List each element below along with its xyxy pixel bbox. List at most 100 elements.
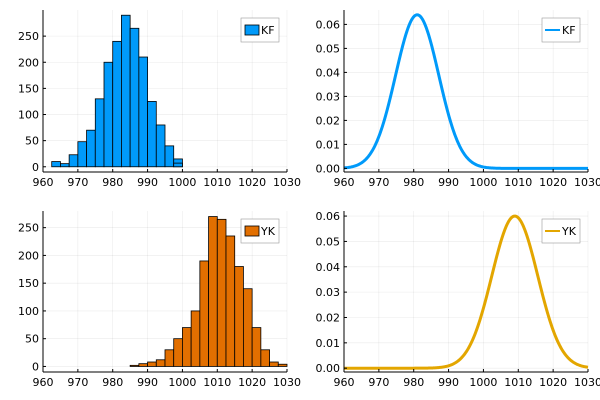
histogram-bar xyxy=(225,235,236,367)
y-tick-label: 0.03 xyxy=(316,90,341,103)
histogram-bar xyxy=(164,145,175,168)
histogram-bar xyxy=(147,101,157,168)
x-tick-label: 980 xyxy=(403,176,424,189)
x-tick-label: 1000 xyxy=(168,176,196,189)
histogram-bar xyxy=(121,14,131,168)
x-tick-label: 990 xyxy=(438,176,459,189)
x-tick-label: 960 xyxy=(33,376,54,389)
histogram-bar xyxy=(103,61,114,168)
legend-label: KF xyxy=(261,24,275,37)
y-tick-label: 0.05 xyxy=(316,235,341,248)
x-tick-label: 1010 xyxy=(504,176,532,189)
y-tick-label: 150 xyxy=(18,82,39,95)
x-tick-label: 980 xyxy=(102,376,123,389)
y-tick-label: 0.05 xyxy=(316,42,341,55)
histogram-bar xyxy=(277,363,288,367)
histogram-bar xyxy=(234,266,244,367)
y-tick-label: 0.02 xyxy=(316,114,341,127)
x-tick-label: 1020 xyxy=(238,376,266,389)
x-tick-label: 990 xyxy=(438,376,459,389)
x-tick-label: 1000 xyxy=(168,376,196,389)
y-tick-label: 0.00 xyxy=(316,362,341,375)
histogram-bar xyxy=(199,260,209,367)
histogram-bar xyxy=(260,349,270,367)
histogram-bar xyxy=(173,338,183,367)
x-tick-label: 980 xyxy=(403,376,424,389)
histogram-bar xyxy=(77,141,87,168)
histogram-bar xyxy=(269,361,279,367)
y-tick-label: 0 xyxy=(32,360,39,373)
y-tick-label: 0.04 xyxy=(316,261,341,274)
x-tick-label: 970 xyxy=(368,176,389,189)
x-tick-label: 1030 xyxy=(574,176,600,189)
x-tick-label: 1000 xyxy=(469,176,497,189)
histogram-bar xyxy=(155,124,166,168)
histogram-bar xyxy=(60,163,70,168)
histogram-bar xyxy=(51,161,61,168)
x-tick-label: 960 xyxy=(334,376,355,389)
x-tick-label: 1030 xyxy=(273,376,301,389)
x-tick-label: 970 xyxy=(368,376,389,389)
histogram-bar xyxy=(138,56,148,168)
histogram-bar xyxy=(164,349,175,367)
x-tick-label: 970 xyxy=(67,376,88,389)
x-tick-label: 1020 xyxy=(539,376,567,389)
panel-1: 960 970 980 990 1000 1010 1020 1030 0 50 100 150 200… xyxy=(18,10,301,189)
histogram-bar xyxy=(251,327,262,367)
x-tick-label: 970 xyxy=(67,176,88,189)
y-tick-label: 150 xyxy=(18,277,39,290)
y-tick-label: 0.00 xyxy=(316,162,341,175)
panel-4: 960 970 980 990 1000 1010 1020 1030 0.00 0.01 0.02… xyxy=(316,210,600,389)
density-line xyxy=(343,214,589,370)
histogram-bar xyxy=(138,363,148,367)
histogram-bar xyxy=(129,364,140,367)
y-tick-label: 100 xyxy=(18,305,39,318)
x-tick-label: 980 xyxy=(102,176,123,189)
histogram-bar xyxy=(86,129,96,168)
histogram-bar xyxy=(182,327,192,367)
legend-label: KF xyxy=(562,24,576,37)
panel-2: 960 970 980 990 1000 1010 1020 1030 0.00 0.01 0.02… xyxy=(316,10,600,189)
histogram-bar xyxy=(216,218,227,367)
histogram-bar xyxy=(173,162,183,168)
y-tick-label: 0.01 xyxy=(316,337,341,350)
y-tick-label: 200 xyxy=(18,56,39,69)
x-tick-label: 1020 xyxy=(238,176,266,189)
y-tick-label: 0.04 xyxy=(316,66,341,79)
y-tick-label: 50 xyxy=(25,333,39,346)
density-line xyxy=(343,13,589,170)
legend-swatch xyxy=(244,24,260,36)
y-tick-label: 250 xyxy=(18,30,39,43)
x-tick-label: 960 xyxy=(33,176,54,189)
x-tick-label: 990 xyxy=(137,376,158,389)
x-tick-label: 1000 xyxy=(469,376,497,389)
histogram-bar xyxy=(112,40,122,168)
legend-label: YK xyxy=(561,225,577,238)
x-tick-label: 990 xyxy=(137,176,158,189)
y-tick-label: 0.06 xyxy=(316,18,341,31)
histogram-bar xyxy=(190,310,201,367)
histogram-bar xyxy=(94,98,105,168)
x-tick-label: 1020 xyxy=(539,176,567,189)
x-tick-label: 1030 xyxy=(574,376,600,389)
histogram-bar xyxy=(68,154,79,168)
histogram-bar xyxy=(208,216,218,367)
y-tick-label: 250 xyxy=(18,222,39,235)
x-tick-label: 1010 xyxy=(203,376,231,389)
y-tick-label: 200 xyxy=(18,249,39,262)
y-tick-label: 50 xyxy=(25,135,39,148)
y-tick-label: 0.01 xyxy=(316,138,341,151)
histogram-bar xyxy=(147,361,157,367)
y-tick-label: 0.06 xyxy=(316,210,341,223)
x-tick-label: 960 xyxy=(334,176,355,189)
x-tick-label: 1010 xyxy=(504,376,532,389)
x-tick-label: 1010 xyxy=(203,176,231,189)
y-tick-label: 0.02 xyxy=(316,311,341,324)
y-tick-label: 100 xyxy=(18,109,39,122)
y-tick-label: 0 xyxy=(32,161,39,174)
y-tick-label: 0.03 xyxy=(316,286,341,299)
histogram-bar xyxy=(155,359,166,367)
panel-3: 960 970 980 990 1000 1010 1020 1030 0 50 100 150 200… xyxy=(18,211,301,389)
x-tick-label: 1030 xyxy=(273,176,301,189)
